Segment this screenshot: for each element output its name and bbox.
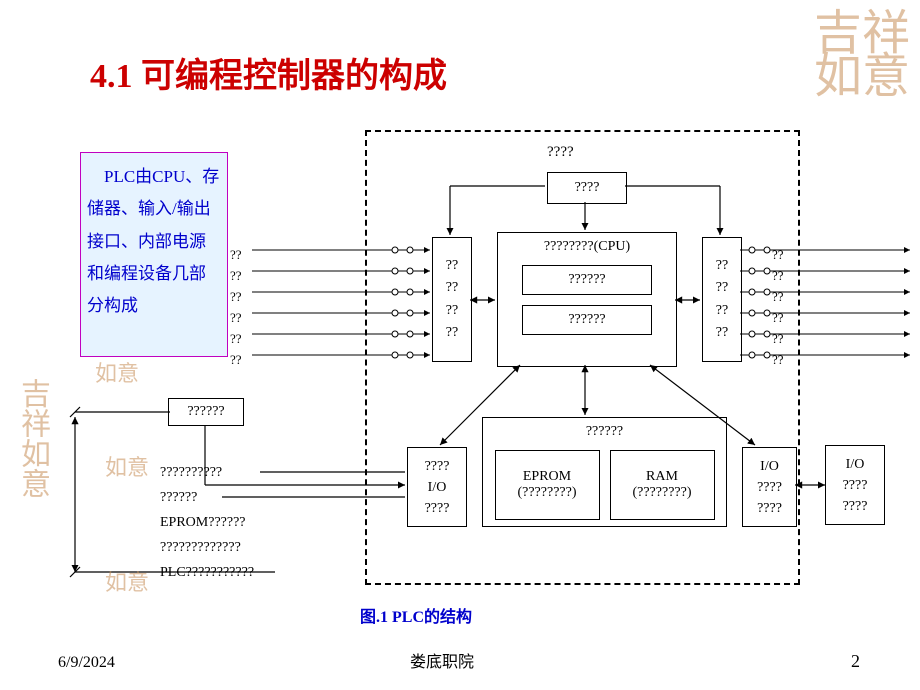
description-box: PLC由CPU、存储器、输入/输出接口、内部电源和编程设备几部分构成 [80, 152, 228, 357]
plc-diagram: ???? ???? ???????? ???????? ????????(CPU… [365, 130, 800, 585]
io-box-1: ????I/O???? [407, 447, 467, 527]
input-box: ???????? [432, 237, 472, 362]
cpu-sub1: ?????? [522, 265, 652, 295]
footer-page: 2 [851, 651, 860, 672]
eprom-sub: (????????) [517, 485, 576, 501]
footer-date: 6/9/2024 [58, 654, 115, 672]
output-signal-labels: ???????????? [772, 244, 784, 370]
ram-sub: (????????) [632, 485, 691, 501]
ram-label: RAM [646, 469, 678, 485]
eprom-box: EPROM (????????) [495, 450, 600, 520]
eprom-label: EPROM [523, 469, 571, 485]
output-box: ???????? [702, 237, 742, 362]
cpu-box: ????????(CPU) ?????? ?????? [497, 232, 677, 367]
watermark-bottom-left: 吉祥如意 [10, 378, 54, 498]
left-list-item: EPROM?????? [160, 515, 246, 531]
watermark-sm2: 如意 [105, 450, 149, 482]
figure-caption: 图.1 PLC的结构 [360, 603, 472, 627]
top-box: ???? [547, 172, 627, 204]
watermark-sm1: 如意 [95, 356, 139, 388]
left-list-item: PLC??????????? [160, 565, 254, 581]
left-list-item: ?????????? [160, 465, 222, 481]
ram-box: RAM (????????) [610, 450, 715, 520]
left-list-item: ????????????? [160, 540, 241, 556]
left-list-item: ?????? [160, 490, 197, 506]
watermark-sm3: 如意 [105, 565, 149, 597]
memory-title: ?????? [586, 424, 623, 440]
input-signal-labels: ???????????? [230, 244, 242, 370]
diagram-outer-label: ???? [547, 144, 574, 161]
memory-box: ?????? EPROM (????????) RAM (????????) [482, 417, 727, 527]
cpu-sub2: ?????? [522, 305, 652, 335]
watermark-top-right: 吉祥如意 [814, 12, 910, 98]
io-box-2: I/O???????? [742, 447, 797, 527]
page-title: 4.1 可编程控制器的构成 [90, 48, 447, 97]
io-box-3: I/O???????? [825, 445, 885, 525]
cpu-title: ????????(CPU) [544, 239, 630, 255]
footer-org: 娄底职院 [410, 648, 474, 672]
external-box: ?????? [168, 398, 244, 426]
